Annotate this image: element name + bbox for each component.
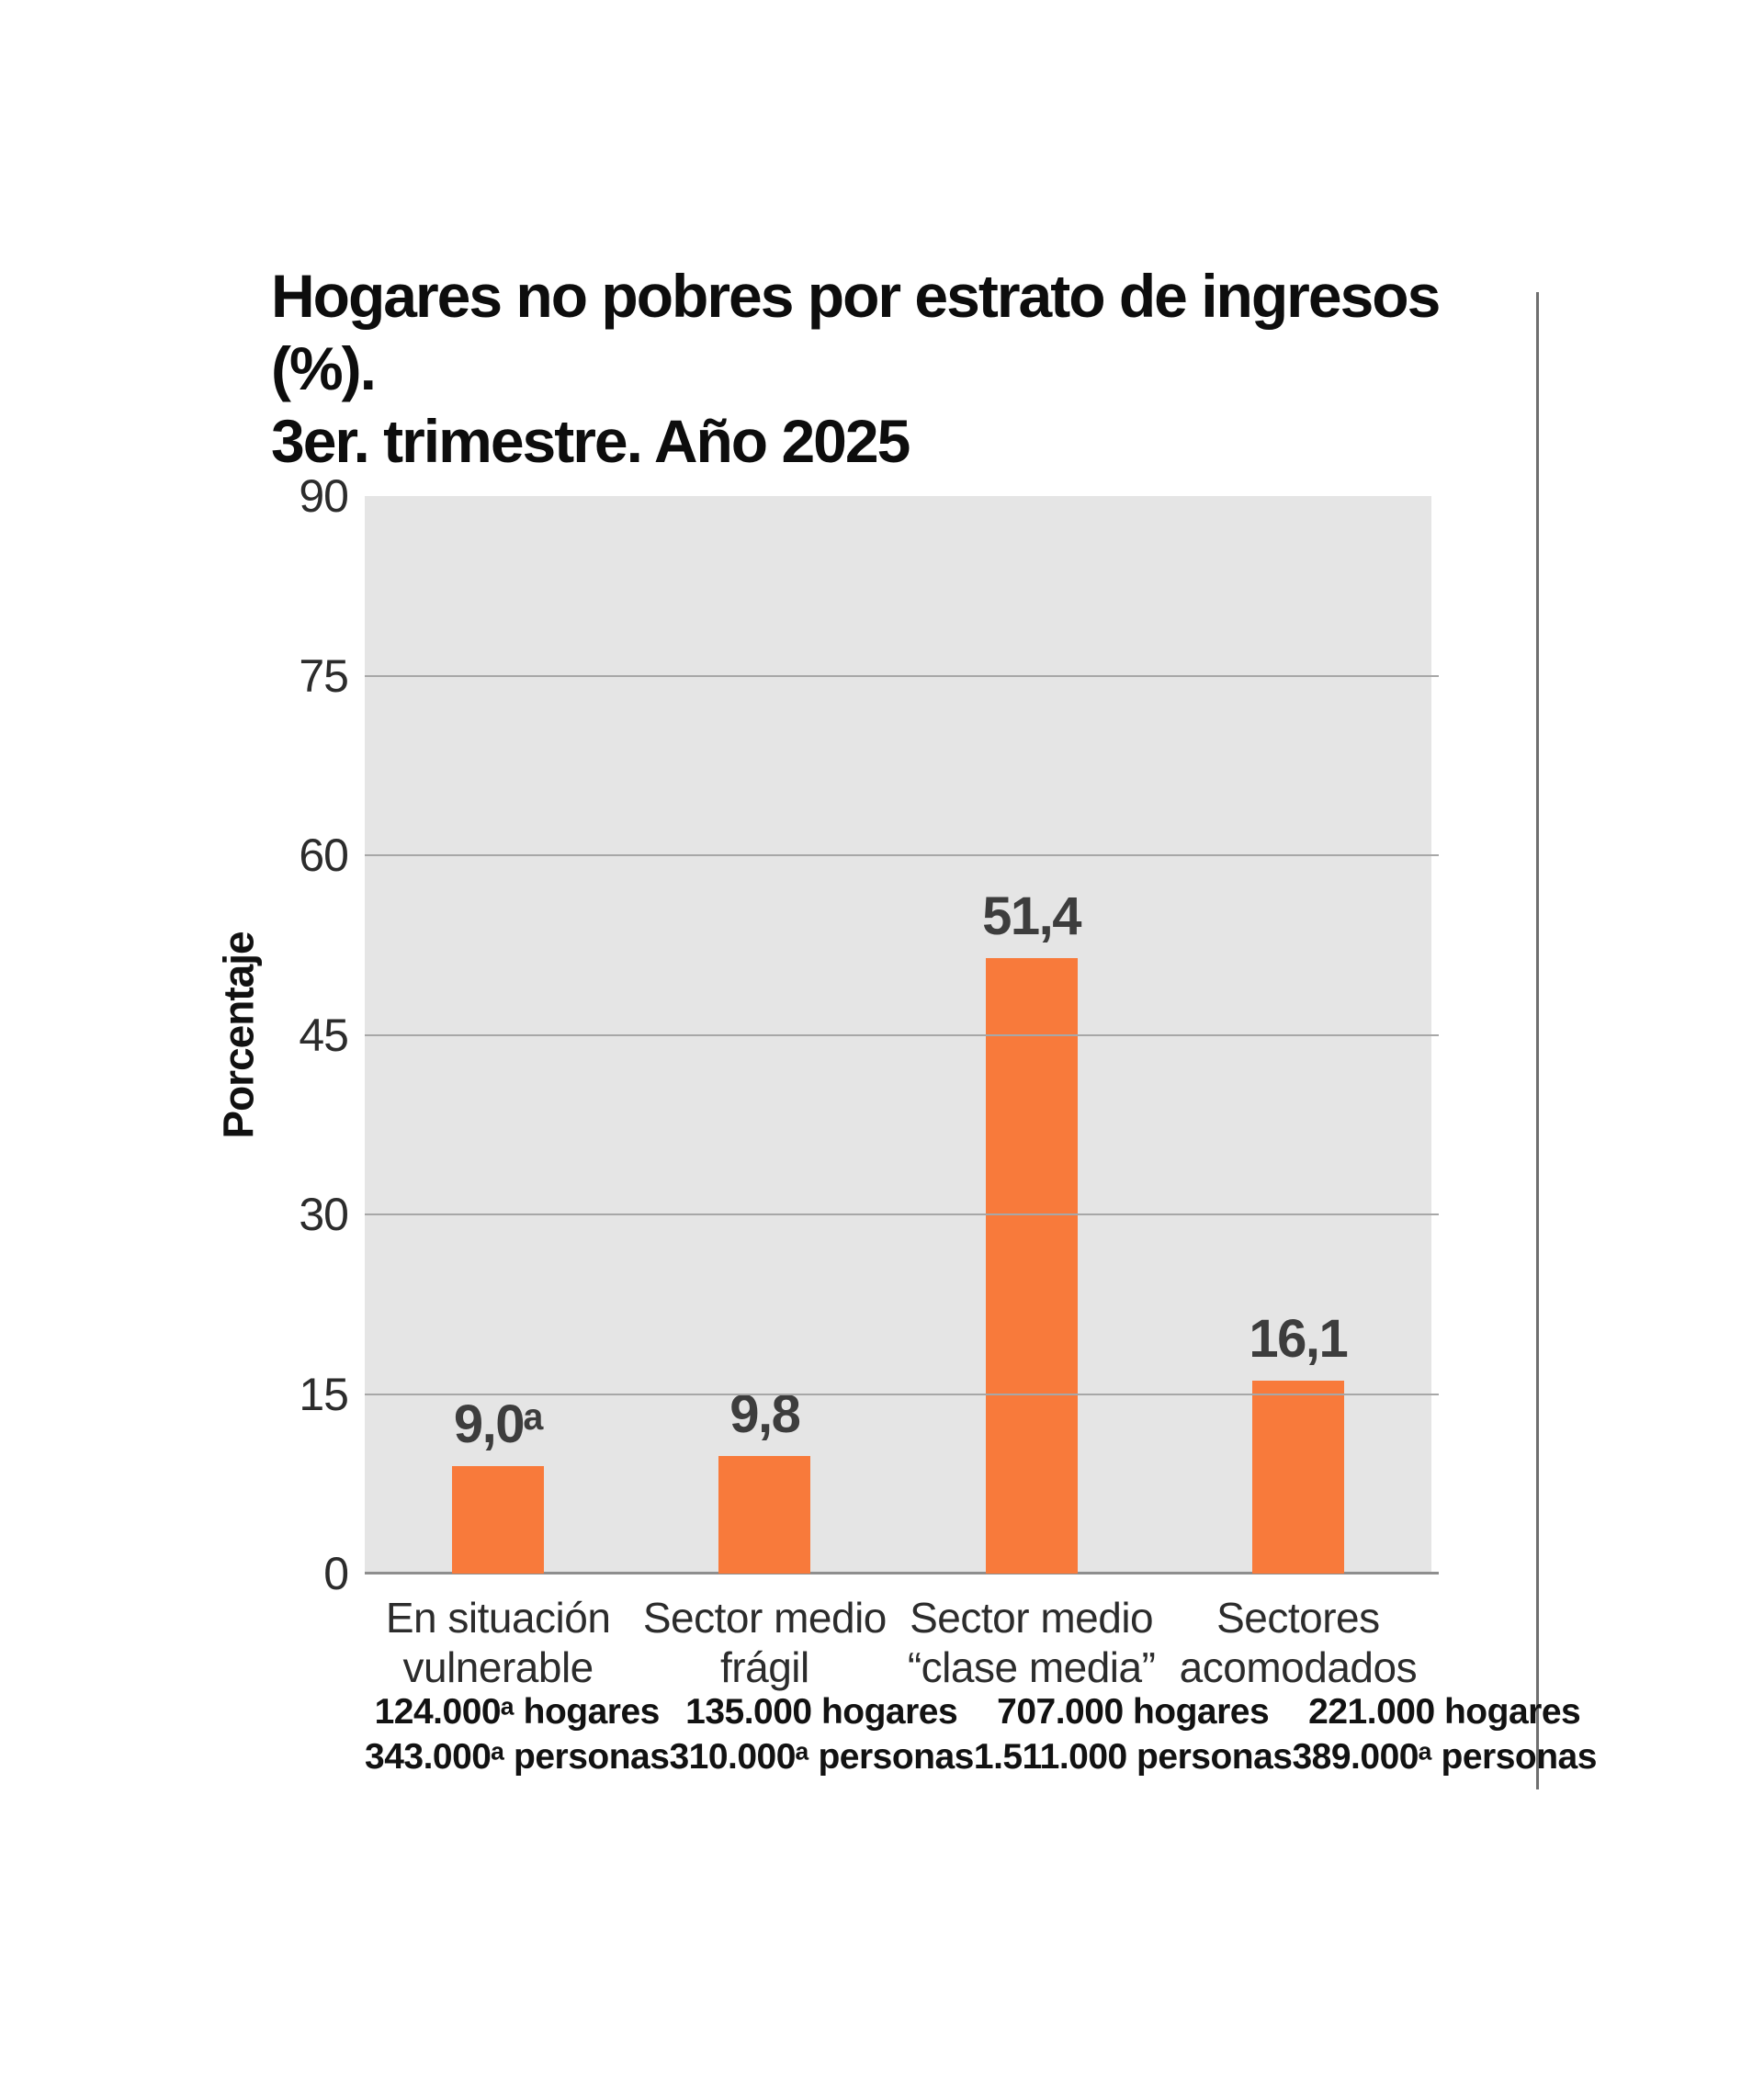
x-axis-label-line: Sectores bbox=[1216, 1594, 1380, 1642]
y-axis-title-wrap: Porcentaje bbox=[209, 496, 268, 1574]
bar-column-4: 16,1 bbox=[1165, 496, 1431, 1574]
footnote-3: 707.000 hogares 1.511.000 personas bbox=[974, 1690, 1293, 1780]
y-tick-label-15: 15 bbox=[299, 1368, 349, 1420]
footnote-line: 389.000ᵃ personas bbox=[1292, 1736, 1597, 1777]
chart-title-line2: 3er. trimestre. Año 2025 bbox=[271, 407, 910, 476]
x-axis-label-line: Sector medio bbox=[910, 1594, 1154, 1642]
x-axis-label-2: Sector medio frágil bbox=[631, 1594, 898, 1693]
footnote-line: 707.000 hogares bbox=[997, 1692, 1270, 1732]
bar bbox=[1251, 1381, 1344, 1574]
footnote-line: 343.000ᵃ personas bbox=[365, 1736, 670, 1777]
chart-title-line1: Hogares no pobres por estrato de ingreso… bbox=[271, 262, 1441, 403]
x-axis-label-line: Sector medio bbox=[642, 1594, 888, 1642]
gridline-15 bbox=[365, 1393, 1439, 1395]
y-tick-label-60: 60 bbox=[299, 830, 349, 881]
footnote-line: 221.000 hogares bbox=[1308, 1692, 1581, 1732]
right-divider-line bbox=[1536, 292, 1539, 1789]
gridline-60 bbox=[365, 854, 1439, 856]
footnote-2: 135.000 hogares 310.000ᵃ personas bbox=[669, 1690, 974, 1780]
bar-value-label: 9,0ᵃ bbox=[453, 1394, 544, 1454]
bar-value-label: 51,4 bbox=[982, 886, 1081, 947]
y-axis-title: Porcentaje bbox=[215, 931, 263, 1139]
footnote-line: 310.000ᵃ personas bbox=[669, 1736, 974, 1777]
y-tick-label-30: 30 bbox=[299, 1189, 349, 1240]
footnote-line: 124.000ᵃ hogares bbox=[374, 1692, 661, 1732]
footnote-line: 1.511.000 personas bbox=[973, 1736, 1293, 1777]
y-tick-label-75: 75 bbox=[299, 649, 349, 702]
bar-column-1: 9,0ᵃ bbox=[365, 496, 631, 1574]
footnote-1: 124.000ᵃ hogares 343.000ᵃ personas bbox=[365, 1690, 670, 1780]
x-axis-label-line: acomodados bbox=[1179, 1642, 1418, 1691]
footnote-4: 221.000 hogares 389.000ᵃ personas bbox=[1292, 1690, 1597, 1780]
x-axis-label-line: frágil bbox=[720, 1642, 809, 1691]
bar bbox=[985, 958, 1078, 1574]
x-axis-label-3: Sector medio “clase media” bbox=[899, 1594, 1165, 1693]
bar-value-label: 16,1 bbox=[1249, 1309, 1348, 1370]
x-axis-label-line: “clase media” bbox=[907, 1642, 1156, 1691]
bar bbox=[718, 1456, 811, 1574]
x-axis-label-line: vulnerable bbox=[402, 1642, 594, 1691]
y-tick-label-45: 45 bbox=[299, 1009, 349, 1061]
x-axis-label-line: En situación bbox=[385, 1594, 611, 1642]
x-axis-label-1: En situación vulnerable bbox=[365, 1594, 631, 1693]
gridline-30 bbox=[365, 1213, 1439, 1215]
chart-title: Hogares no pobres por estrato de ingreso… bbox=[271, 260, 1521, 479]
footnotes-row: 124.000ᵃ hogares 343.000ᵃ personas 135.000… bbox=[365, 1690, 1597, 1780]
bars-layer: 9,0ᵃ 9,8 51,4 16,1 bbox=[365, 496, 1431, 1574]
gridline-75 bbox=[365, 674, 1439, 677]
y-tick-label-0: 0 bbox=[323, 1548, 349, 1599]
y-tick-label-90: 90 bbox=[299, 470, 349, 522]
x-axis-baseline bbox=[365, 1572, 1439, 1574]
bar bbox=[452, 1465, 545, 1574]
plot-area: 9,0ᵃ 9,8 51,4 16,1 0 15 30 45 60 75 90 bbox=[299, 470, 1439, 1599]
bar-column-3: 51,4 bbox=[899, 496, 1165, 1574]
x-axis-labels-row: En situación vulnerable Sector medio frágil… bbox=[365, 1594, 1431, 1693]
gridline-45 bbox=[365, 1033, 1439, 1036]
footnote-line: 135.000 hogares bbox=[685, 1692, 958, 1732]
x-axis-label-4: Sectores acomodados bbox=[1165, 1594, 1431, 1693]
